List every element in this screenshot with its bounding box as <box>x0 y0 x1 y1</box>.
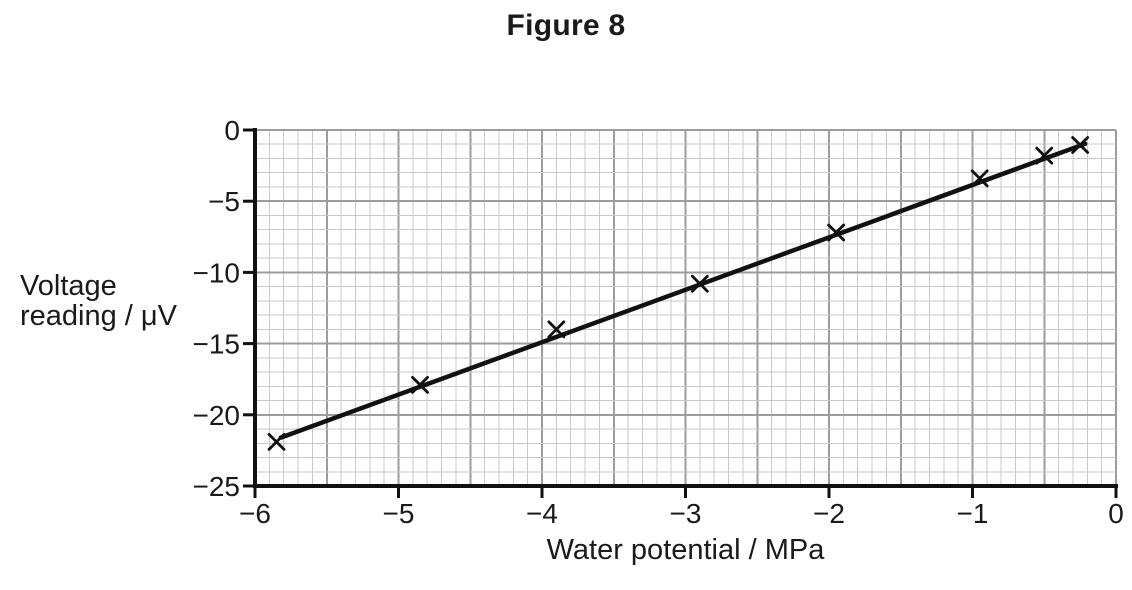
data-point-marker <box>1071 136 1090 154</box>
figure-title: Figure 8 <box>506 9 626 42</box>
data-point-marker <box>411 375 429 394</box>
data-point-marker <box>1035 146 1054 165</box>
data-point-marker <box>690 274 709 293</box>
x-tick-label: −1 <box>957 498 989 529</box>
marker-stroke <box>827 223 846 242</box>
marker-stroke <box>1035 146 1054 165</box>
y-tick-label: −5 <box>208 186 240 217</box>
y-tick-label: −25 <box>193 471 241 502</box>
x-tick-label: −3 <box>670 498 702 529</box>
marker-stroke <box>1071 136 1090 154</box>
y-axis-label-line1: Voltage <box>20 270 117 302</box>
data-point-marker <box>827 223 846 242</box>
y-tick-label: −10 <box>193 257 241 288</box>
marker-stroke <box>690 274 709 293</box>
y-axis-label-line2: reading / μV <box>20 300 177 332</box>
x-tick-label: −6 <box>239 498 271 529</box>
data-point-marker <box>547 320 566 339</box>
data-point-marker <box>970 169 989 188</box>
x-tick-label: 0 <box>1108 498 1124 529</box>
x-tick-label: −4 <box>526 498 558 529</box>
x-tick-label: −5 <box>383 498 415 529</box>
x-axis-label: Water potential / MPa <box>546 534 825 566</box>
y-axis-label: Voltage reading / μV <box>20 271 177 331</box>
marker-stroke <box>411 375 429 394</box>
best-fit-line <box>278 141 1088 440</box>
y-tick-label: −15 <box>193 329 241 360</box>
y-tick-label: −20 <box>193 400 241 431</box>
x-tick-label: −2 <box>813 498 845 529</box>
y-tick-label: 0 <box>224 115 240 146</box>
marker-stroke <box>267 432 286 451</box>
data-point-marker <box>267 432 286 451</box>
marker-stroke <box>970 169 989 188</box>
marker-stroke <box>547 320 566 339</box>
